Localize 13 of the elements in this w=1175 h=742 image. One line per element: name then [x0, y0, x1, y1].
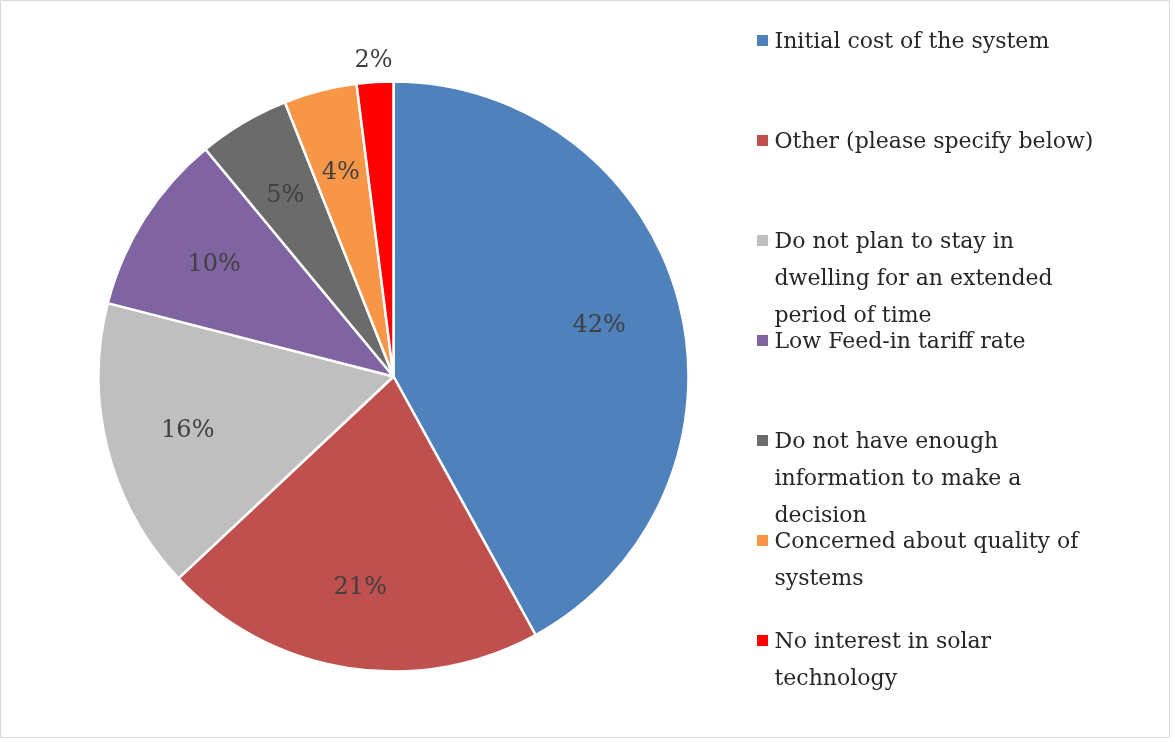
legend-label: Other (please specify below) — [774, 128, 1094, 153]
legend-label: Do not have enough information to make a decision — [774, 428, 1022, 527]
data-label: 42% — [572, 309, 626, 338]
data-label: 10% — [187, 248, 241, 277]
legend-label: No interest in solar technology — [774, 628, 992, 690]
data-label: 2% — [354, 44, 393, 73]
legend-label: Initial cost of the system — [774, 28, 1050, 53]
legend-label: Low Feed-in tariff rate — [774, 328, 1026, 353]
data-label: 21% — [333, 572, 387, 601]
data-label: 4% — [321, 156, 360, 185]
legend-label: Do not plan to stay in dwelling for an extended period of time — [774, 228, 1053, 327]
legend-label: Concerned about quality of systems — [774, 528, 1081, 590]
data-label: 16% — [161, 415, 215, 444]
